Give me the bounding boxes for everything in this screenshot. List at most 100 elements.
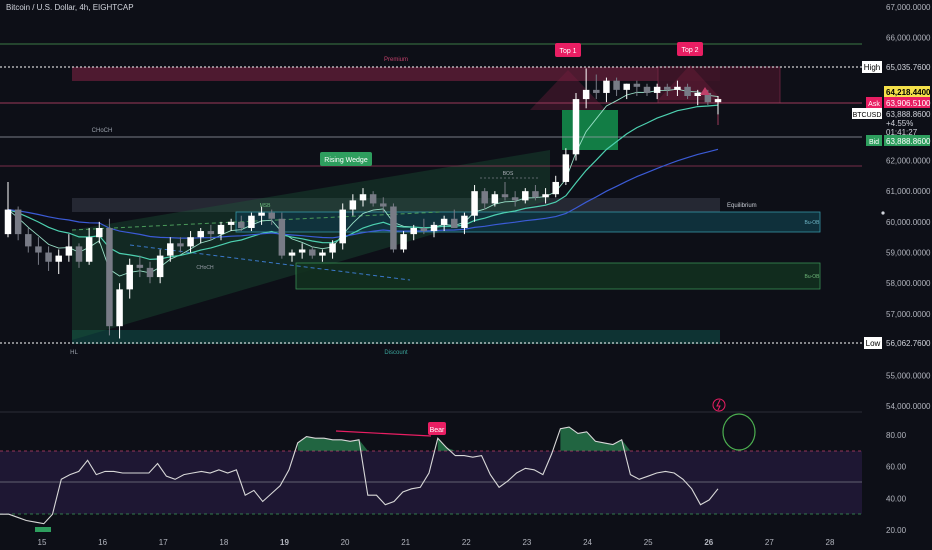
candle-body: [420, 227, 428, 232]
low-label: Low: [866, 339, 881, 348]
choch-label-mid: CHoCH: [196, 265, 214, 271]
candle-body: [217, 224, 225, 235]
candle-body: [461, 215, 468, 228]
high-label: High: [864, 63, 880, 72]
bear-badge: [428, 422, 446, 435]
ask-label-box: [866, 97, 882, 108]
candle-body: [380, 203, 387, 207]
last-price-box: [884, 86, 930, 97]
candle-body: [349, 200, 357, 210]
ask-value-box: [884, 97, 930, 108]
candle-body: [156, 255, 164, 278]
change-percent: +4.55%: [886, 119, 913, 128]
top1-pattern: [530, 70, 606, 110]
high-value: 65,035.7600: [886, 63, 931, 72]
price-tick-label: 59,000.0000: [886, 249, 931, 258]
candle-body: [116, 289, 123, 327]
candle-body: [197, 231, 204, 238]
candle-body: [481, 191, 488, 204]
price-tick-label: 58,000.0000: [886, 279, 931, 288]
bu-ob-zone-1: [235, 211, 821, 233]
top1-label: Top 1: [559, 48, 576, 55]
candle-body: [329, 243, 336, 253]
last-price: 64,218.4400: [886, 88, 931, 97]
annotations: Bitcoin / U.S. Dollar, 4h, EIGHTCAP Prem…: [6, 3, 820, 356]
candle-body: [552, 181, 559, 195]
discount-label: Discount: [384, 350, 408, 356]
bos-label: BOS: [503, 171, 514, 177]
top2-arrow-icon: [700, 87, 710, 95]
axis-handle[interactable]: [881, 211, 885, 215]
bid-value: 63,888.8600: [886, 137, 931, 146]
top1-badge: [555, 43, 581, 57]
candle-body: [75, 246, 83, 262]
bu-ob-zone-2: [295, 262, 821, 290]
candle-body: [684, 86, 691, 97]
candle-body: [451, 218, 458, 228]
rsi-tick-label: 60.00: [886, 463, 907, 472]
candle-body: [694, 92, 701, 97]
candle-body: [572, 99, 580, 155]
candle-body: [45, 252, 52, 262]
bid-label: Bid: [869, 139, 879, 146]
candle-body: [309, 249, 316, 256]
candle-body: [430, 224, 438, 232]
candle-body: [167, 243, 174, 256]
rsi-highlight-circle: [722, 413, 756, 451]
bu-ob-label-1: Bu-OB: [804, 220, 820, 226]
high-label-box: [862, 61, 882, 73]
bu-ob-label-2: Bu-OB: [804, 274, 820, 280]
bid-value-box: [884, 135, 930, 146]
premium-zone: [72, 67, 720, 81]
price-axis: 67,000.0000 66,000.0000 62,000.0000 61,000.…: [886, 3, 931, 411]
price-tick-label: 62,000.0000: [886, 156, 931, 165]
equilibrium-zone: [72, 198, 720, 212]
time-tick-label: 15: [38, 538, 47, 547]
candle-body: [390, 206, 397, 250]
candle-body: [674, 86, 681, 90]
rising-wedge-badge: [320, 152, 372, 166]
candle-body: [136, 264, 144, 268]
price-axis-badges: High 65,035.7600 64,218.4400 Ask 63,906.…: [852, 61, 931, 349]
countdown: 01:41:27: [886, 128, 918, 137]
bull-signal-marker: [35, 527, 51, 532]
fvg-green-box: [562, 110, 618, 150]
candle-body: [126, 264, 133, 290]
time-tick-label: 16: [98, 538, 107, 547]
candle-body: [714, 99, 722, 103]
candle-body: [633, 83, 641, 87]
time-axis: 15 16 17 18 19 20 21 22 23 24 25 26 27 28: [38, 538, 835, 547]
candle-body: [532, 191, 539, 198]
top2-label: Top 2: [681, 47, 698, 54]
dashed-blue-line: [129, 244, 411, 281]
moving-average-line: [7, 148, 719, 239]
candle-body: [400, 234, 407, 250]
bear-divergence-line: [335, 430, 432, 437]
candle-body: [613, 80, 620, 90]
ask-value: 63,906.5100: [886, 99, 931, 108]
candle-body: [491, 194, 499, 204]
lightning-icon: [712, 398, 726, 412]
time-tick-label: 28: [826, 538, 835, 547]
candle-body: [643, 86, 651, 93]
candle-body: [288, 252, 296, 256]
candle-body: [359, 194, 367, 201]
rsi-band: [0, 451, 862, 514]
moving-averages: [7, 88, 719, 277]
candle-body: [664, 86, 671, 90]
candle-body: [522, 191, 529, 201]
hl-label: HL: [70, 350, 78, 356]
time-tick-label: 21: [401, 538, 410, 547]
choch-label-top: CHoCH: [92, 128, 113, 134]
candle-body: [14, 209, 22, 235]
candle-body: [187, 237, 194, 247]
candle-body: [238, 221, 245, 228]
candle-body: [471, 191, 478, 216]
candle-body: [501, 194, 509, 198]
rising-wedge-label: Rising Wedge: [324, 157, 368, 164]
candle-body: [298, 249, 306, 253]
rsi-panel: Bear 80.00 60.00 40.00 20.00: [0, 398, 907, 535]
price-tick-label: 54,000.0000: [886, 402, 931, 411]
candle-body: [146, 267, 154, 278]
